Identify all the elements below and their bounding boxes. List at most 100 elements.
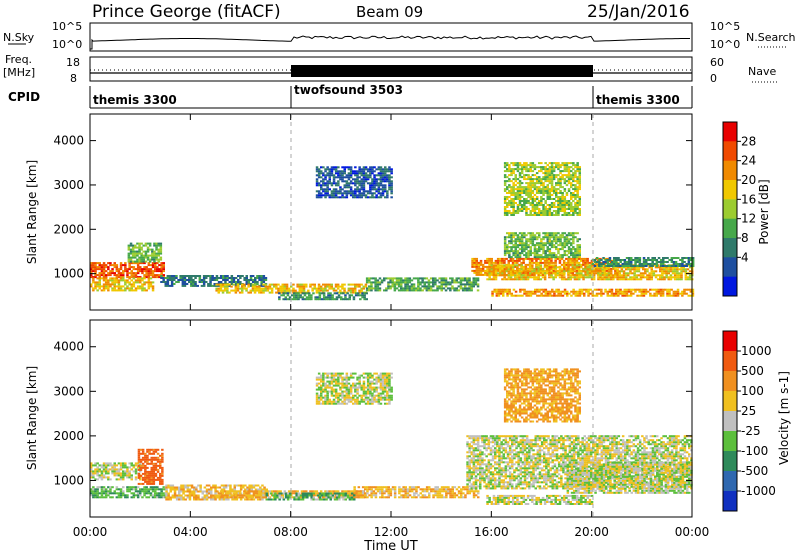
- heatmap-cell: [574, 176, 577, 179]
- heatmap-cell: [525, 188, 528, 191]
- heatmap-cell: [347, 289, 351, 292]
- heatmap-cell: [514, 272, 517, 275]
- heatmap-cell: [555, 232, 558, 235]
- heatmap-cell: [555, 206, 558, 208]
- heatmap-cell: [514, 276, 517, 279]
- heatmap-cell: [508, 212, 511, 214]
- heatmap-cell: [490, 272, 494, 275]
- heatmap-cell: [584, 257, 587, 260]
- heatmap-cell: [567, 248, 571, 251]
- heatmap-cell: [524, 257, 528, 260]
- heatmap-cell: [681, 290, 684, 293]
- heatmap-cell: [475, 263, 478, 266]
- heatmap-cell: [520, 188, 524, 191]
- heatmap-cell: [388, 176, 391, 179]
- heatmap-cell: [512, 194, 515, 196]
- heatmap-cell: [391, 279, 394, 282]
- heatmap-cell: [542, 186, 545, 189]
- heatmap-cell: [128, 466, 131, 469]
- heatmap-cell: [115, 496, 119, 499]
- heatmap-cell: [128, 490, 131, 493]
- heatmap-cell: [610, 274, 613, 277]
- heatmap-cell: [167, 492, 170, 495]
- heatmap-cell: [501, 264, 504, 267]
- heatmap-cell: [576, 192, 579, 194]
- heatmap-cell: [529, 196, 532, 198]
- heatmap-cell: [210, 490, 213, 493]
- heatmap-cell: [150, 458, 153, 461]
- heatmap-cell: [377, 174, 381, 177]
- heatmap-cell: [315, 194, 319, 197]
- heatmap-cell: [598, 259, 601, 261]
- heatmap-cell: [260, 279, 263, 281]
- heatmap-cell: [342, 298, 345, 301]
- heatmap-cell: [159, 472, 162, 475]
- heatmap-cell: [512, 198, 515, 200]
- heatmap-cell: [354, 294, 358, 297]
- heatmap-cell: [94, 281, 97, 284]
- heatmap-cell: [286, 294, 290, 297]
- heatmap-cell: [645, 261, 648, 263]
- heatmap-cell: [559, 240, 562, 243]
- heatmap-cell: [408, 281, 412, 284]
- heatmap-cell: [427, 289, 431, 292]
- heatmap-cell: [560, 268, 564, 271]
- heatmap-cell: [637, 268, 641, 271]
- heatmap-cell: [154, 472, 158, 475]
- heatmap-cell: [328, 176, 331, 179]
- heatmap-cell: [674, 294, 678, 297]
- heatmap-cell: [559, 292, 563, 295]
- heatmap-cell: [139, 462, 142, 465]
- heatmap-cell: [548, 210, 552, 212]
- heatmap-cell: [126, 285, 129, 288]
- heatmap-cell: [359, 294, 362, 297]
- heatmap-cell: [90, 270, 93, 273]
- heatmap-cell: [145, 496, 148, 499]
- heatmap-cell: [457, 285, 461, 288]
- heatmap-cell: [484, 271, 487, 274]
- heatmap-cell: [572, 238, 575, 241]
- heatmap-cell: [400, 289, 403, 292]
- heatmap-cell: [180, 488, 183, 491]
- heatmap-cell: [563, 212, 567, 214]
- heatmap-cell: [107, 494, 110, 497]
- heatmap-cell: [509, 270, 513, 273]
- heatmap-cell: [510, 206, 513, 208]
- heatmap-cell: [471, 257, 474, 260]
- heatmap-cell: [139, 492, 142, 495]
- heatmap-cell: [300, 287, 304, 290]
- heatmap-cell: [330, 174, 334, 177]
- heatmap-cell: [98, 281, 101, 284]
- heatmap-cell: [124, 462, 127, 465]
- heatmap-cell: [209, 283, 212, 285]
- heatmap-cell: [681, 292, 684, 295]
- heatmap-cell: [565, 168, 569, 171]
- heatmap-cell: [334, 283, 338, 286]
- heatmap-cell: [214, 492, 217, 495]
- heatmap-cell: [347, 182, 351, 185]
- heatmap-cell: [184, 498, 187, 501]
- heatmap-cell: [330, 287, 333, 290]
- heatmap-cell: [612, 266, 615, 269]
- heatmap-cell: [541, 257, 545, 260]
- heatmap-cell: [475, 273, 478, 276]
- heatmap-cell: [461, 283, 465, 286]
- heatmap-cell: [148, 458, 151, 461]
- heatmap-cell: [620, 274, 624, 277]
- heatmap-cell: [195, 490, 198, 493]
- heatmap-cell: [451, 287, 454, 290]
- heatmap-cell: [676, 292, 680, 295]
- heatmap-cell: [379, 178, 383, 181]
- heatmap-cell: [373, 180, 376, 183]
- heatmap-cell: [324, 287, 327, 290]
- heatmap-cell: [417, 277, 420, 280]
- heatmap-cell: [143, 490, 146, 493]
- heatmap-cell: [358, 172, 361, 175]
- heatmap-cell: [358, 182, 361, 185]
- heatmap-cell: [518, 259, 521, 262]
- heatmap-cell: [387, 287, 390, 290]
- heatmap-cell: [332, 194, 336, 197]
- heatmap-cell: [242, 484, 245, 487]
- heatmap-cell: [464, 277, 467, 280]
- heatmap-cell: [143, 266, 146, 269]
